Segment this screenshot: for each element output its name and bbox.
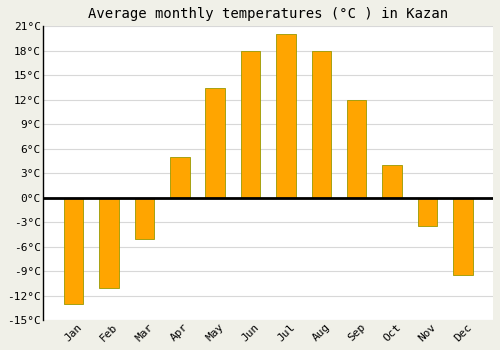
Bar (347, 100, 366, 198)
Bar (206, 88, 225, 198)
Bar (453, 198, 472, 275)
Bar (312, 51, 331, 198)
Bar (276, 34, 295, 198)
Bar (170, 157, 190, 198)
Title: Average monthly temperatures (°C ) in Kazan: Average monthly temperatures (°C ) in Ka… (88, 7, 449, 21)
Bar (382, 165, 402, 198)
Bar (241, 51, 260, 198)
Bar (134, 198, 154, 239)
Bar (64, 198, 84, 304)
Bar (100, 198, 119, 288)
Bar (418, 198, 437, 226)
